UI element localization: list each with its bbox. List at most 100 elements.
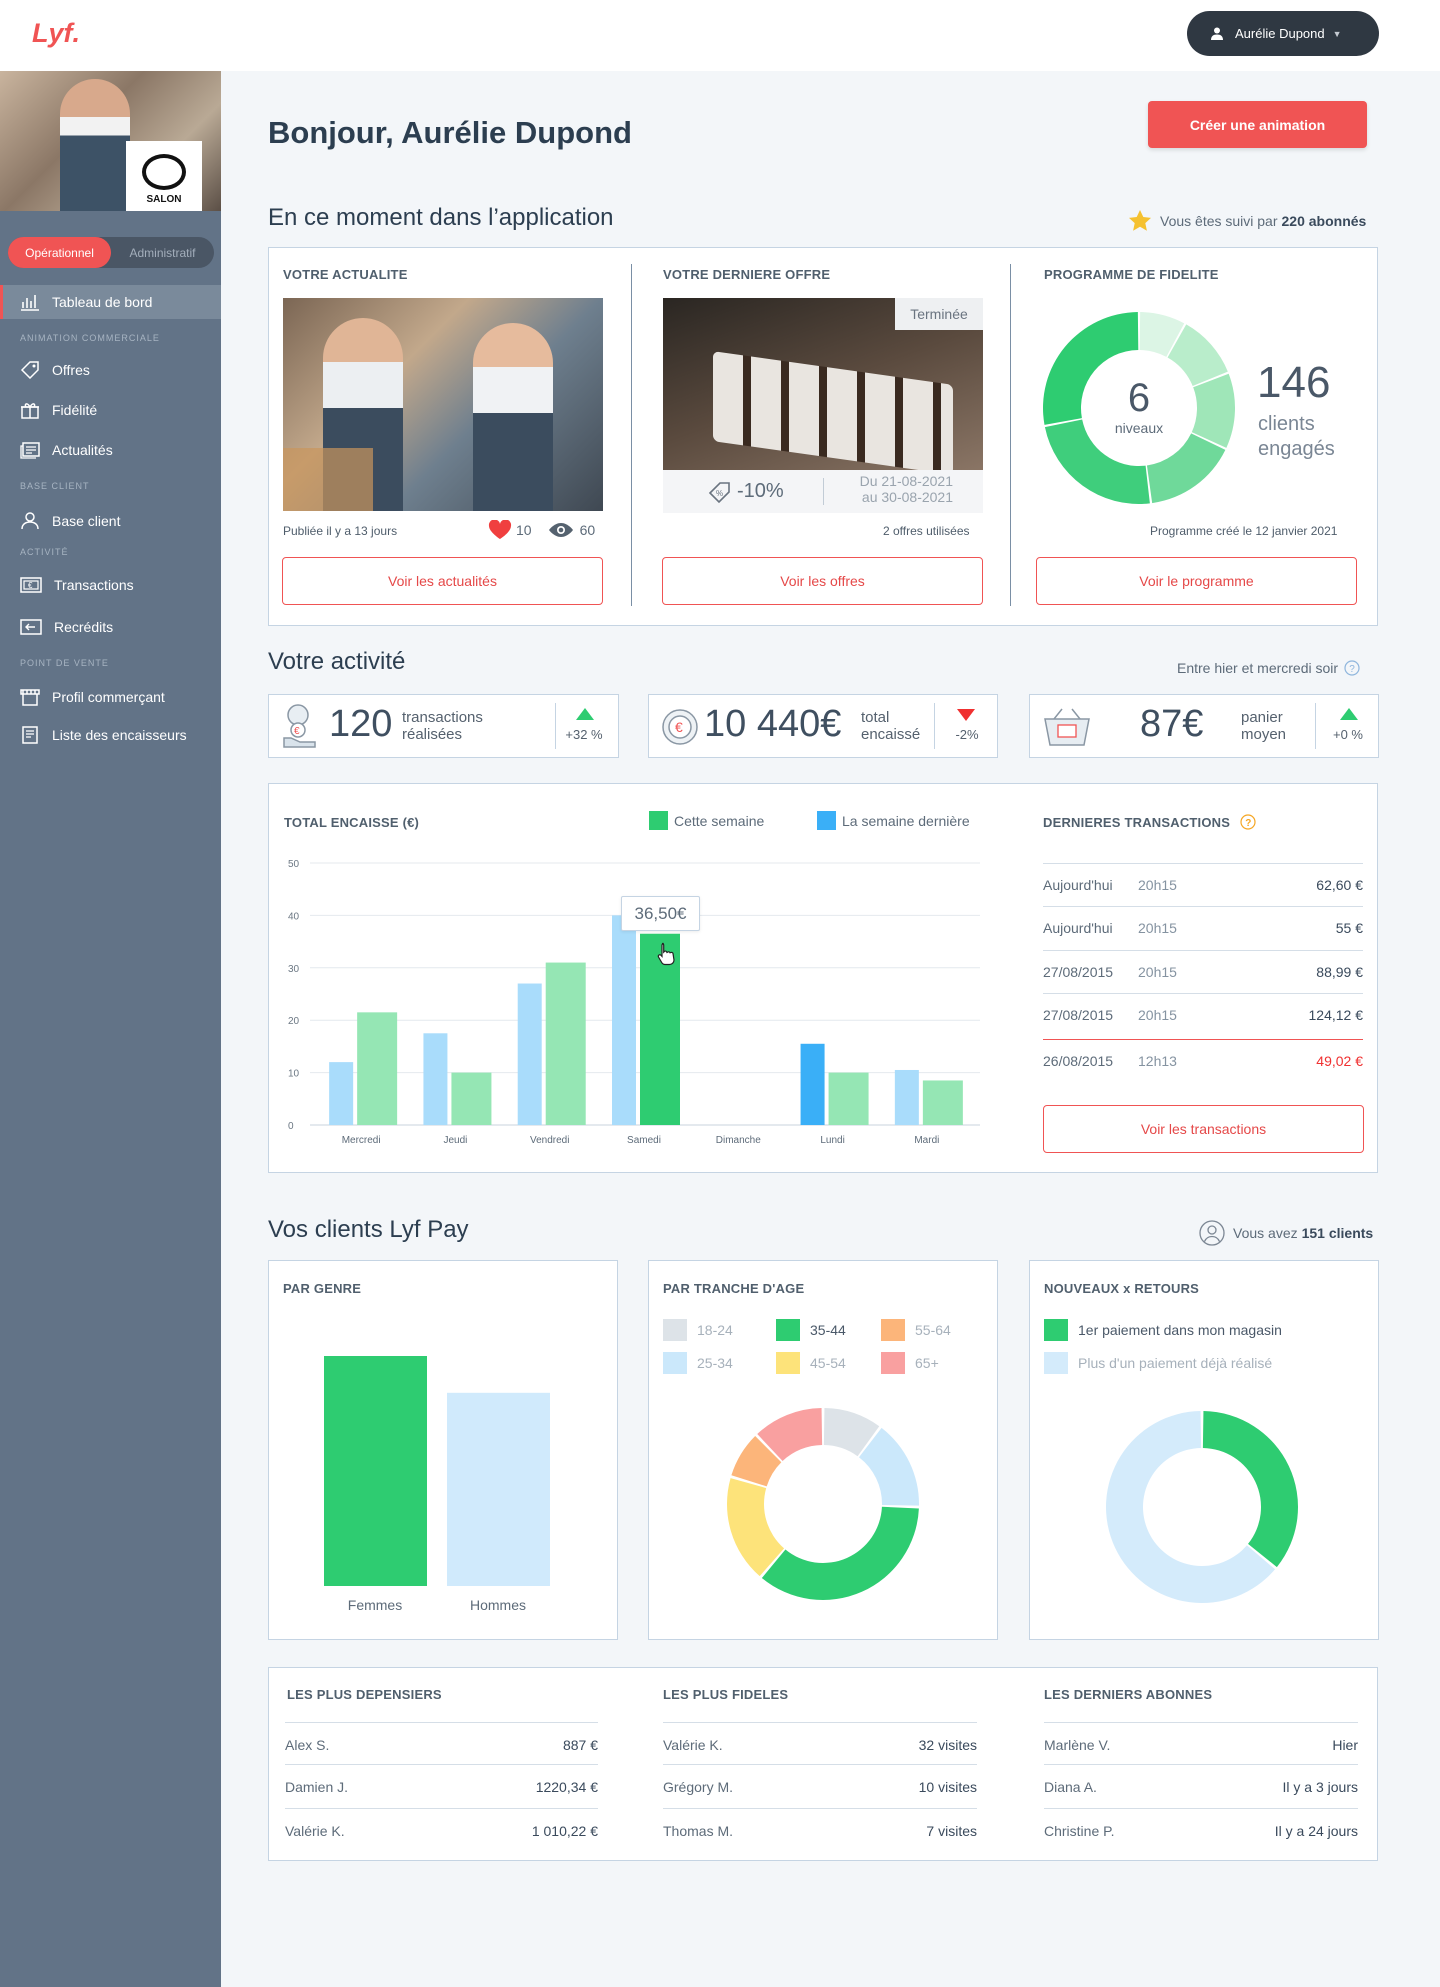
gift-icon — [21, 403, 39, 419]
list-item[interactable]: Valérie K. 32 visites — [663, 1722, 977, 1766]
sidebar-section: ACTIVITÉ — [20, 547, 69, 557]
store-icon — [20, 689, 40, 706]
loyalty-levels: 6 — [1127, 376, 1151, 420]
transaction-row[interactable]: 27/08/2015 20h15 88,99 € — [1043, 950, 1363, 993]
mode-administratif[interactable]: Administratif — [129, 245, 196, 260]
lyf-logo[interactable]: Lyf. — [32, 18, 81, 48]
bar-this-week — [545, 962, 586, 1125]
legend-35-44: 35-44 — [776, 1319, 846, 1341]
top-bar: Lyf. Aurélie Dupond ▼ — [0, 0, 1440, 71]
loyalty-level-slice — [1167, 324, 1228, 387]
create-animation-button[interactable]: Créer une animation — [1148, 101, 1367, 148]
kpi-label: total — [861, 709, 890, 726]
kpi-label: moyen — [1241, 726, 1287, 743]
transaction-row[interactable]: Aujourd'hui 20h15 55 € — [1043, 906, 1363, 949]
kpi-label: panier — [1241, 709, 1283, 726]
sidebar-item-transactions[interactable]: € Transactions — [0, 568, 221, 602]
sidebar-item-offres[interactable]: Offres — [0, 353, 221, 387]
list-item[interactable]: Marlène V. Hier — [1044, 1722, 1358, 1766]
chart-title: TOTAL ENCAISSE (€) — [284, 815, 420, 830]
user-icon — [1211, 27, 1223, 40]
hand-cursor-icon — [657, 942, 675, 966]
hand-coin-icon: € — [283, 704, 316, 748]
list-item[interactable]: Valérie K. 1 010,22 € — [285, 1808, 598, 1852]
donut-slice — [731, 1436, 782, 1487]
bar-this-week — [922, 1080, 963, 1125]
donut-slice — [858, 1427, 919, 1506]
user-menu-button[interactable]: Aurélie Dupond ▼ — [1187, 11, 1379, 56]
svg-text:€: € — [294, 726, 300, 737]
news-image[interactable] — [283, 298, 603, 511]
sidebar-section: BASE CLIENT — [20, 481, 90, 491]
shop-logo: SALON — [126, 141, 202, 211]
see-news-button[interactable]: Voir les actualités — [282, 557, 603, 605]
sidebar-item-base-client[interactable]: Base client — [0, 504, 221, 538]
bar-last-week — [612, 915, 636, 1125]
see-transactions-button[interactable]: Voir les transactions — [1043, 1105, 1364, 1153]
mode-operationnel[interactable]: Opérationnel — [8, 237, 111, 268]
transaction-row[interactable]: 27/08/2015 20h15 124,12 € — [1043, 993, 1363, 1036]
sidebar-item-actualites[interactable]: Actualités — [0, 433, 221, 467]
bar-chart-icon — [21, 295, 39, 311]
kpi-total: € 10 440€ total encaissé -2% — [648, 694, 998, 758]
transactions-title: DERNIERES TRANSACTIONS ? — [1043, 814, 1256, 830]
y-tick-label: 10 — [288, 1069, 300, 1080]
x-tick-label: Dimanche — [716, 1135, 761, 1146]
gender-chart: Femmes Hommes — [324, 1356, 550, 1613]
legend-swatch — [817, 811, 836, 830]
clients-count: Vous avez 151 clients — [1199, 1220, 1373, 1246]
help-icon[interactable]: ? — [1240, 814, 1256, 830]
mode-switch[interactable]: Opérationnel Administratif — [8, 237, 214, 268]
kpi-transactions: € 120 transactions réalisées +32 % — [268, 694, 619, 758]
list-item[interactable]: Damien J. 1220,34 € — [285, 1764, 598, 1808]
help-icon[interactable]: ? — [1344, 660, 1360, 676]
see-offers-button[interactable]: Voir les offres — [662, 557, 983, 605]
news-title: VOTRE ACTUALITE — [283, 267, 408, 282]
list-item[interactable]: Diana A. Il y a 3 jours — [1044, 1764, 1358, 1808]
list-item[interactable]: Alex S. 887 € — [285, 1722, 598, 1766]
loyalty-created: Programme créé le 12 janvier 2021 — [1150, 524, 1338, 538]
loyalty-level-slice — [1139, 312, 1185, 357]
loyalty-clients-label: clients — [1258, 413, 1315, 435]
offer-from: Du 21-08-2021 — [859, 473, 953, 489]
legend-repeat-payment: Plus d'un paiement déjà réalisé — [1044, 1352, 1272, 1374]
list-item[interactable]: Grégory M. 10 visites — [663, 1764, 977, 1808]
last-subscribers-title: LES DERNIERS ABONNES — [1044, 1687, 1213, 1702]
kpi-basket: 87€ panier moyen +0 % — [1029, 694, 1379, 758]
sidebar-item-encaisseurs[interactable]: Liste des encaisseurs — [0, 718, 221, 752]
user-circle-icon — [1199, 1220, 1225, 1246]
offer-image[interactable]: Terminée — [663, 298, 983, 470]
trend-up-icon — [576, 708, 594, 720]
list-item[interactable]: Thomas M. 7 visites — [663, 1808, 977, 1852]
top-loyal-title: LES PLUS FIDELES — [663, 1687, 789, 1702]
donut-slice — [757, 1408, 823, 1462]
news-icon — [20, 442, 40, 459]
sidebar-item-fidelite[interactable]: Fidélité — [0, 393, 221, 427]
kpi-value: 87€ — [1140, 703, 1204, 745]
svg-text:€: € — [675, 719, 683, 735]
offer-title: VOTRE DERNIERE OFFRE — [663, 267, 831, 282]
sidebar-item-recredits[interactable]: Recrédits — [0, 610, 221, 644]
divider — [1010, 264, 1011, 606]
transaction-row[interactable]: 26/08/2015 12h13 49,02 € — [1043, 1039, 1363, 1082]
y-tick-label: 0 — [288, 1121, 294, 1132]
sidebar-item-profil[interactable]: Profil commerçant — [0, 680, 221, 714]
svg-text:?: ? — [1349, 664, 1355, 675]
donut-slice — [1106, 1411, 1276, 1603]
list-item[interactable]: Christine P. Il y a 24 jours — [1044, 1808, 1358, 1852]
top-spenders-title: LES PLUS DEPENSIERS — [287, 1687, 442, 1702]
recredit-icon — [20, 619, 42, 635]
discount-tag-icon: % — [708, 482, 730, 504]
kpi-value: 10 440€ — [704, 703, 842, 745]
age-title: PAR TRANCHE D'AGE — [663, 1281, 805, 1296]
y-tick-label: 30 — [288, 964, 300, 975]
bar-last-week — [423, 1033, 448, 1125]
sidebar-section: ANIMATION COMMERCIALE — [20, 333, 160, 343]
loyalty-level-slice — [1043, 312, 1139, 425]
loyalty-clients: 146 — [1257, 358, 1331, 407]
see-program-button[interactable]: Voir le programme — [1036, 557, 1357, 605]
y-tick-label: 20 — [288, 1016, 300, 1027]
transaction-row[interactable]: Aujourd'hui 20h15 62,60 € — [1043, 863, 1363, 906]
sidebar-item-dashboard[interactable]: Tableau de bord — [0, 285, 221, 319]
bar-this-week — [828, 1072, 869, 1125]
